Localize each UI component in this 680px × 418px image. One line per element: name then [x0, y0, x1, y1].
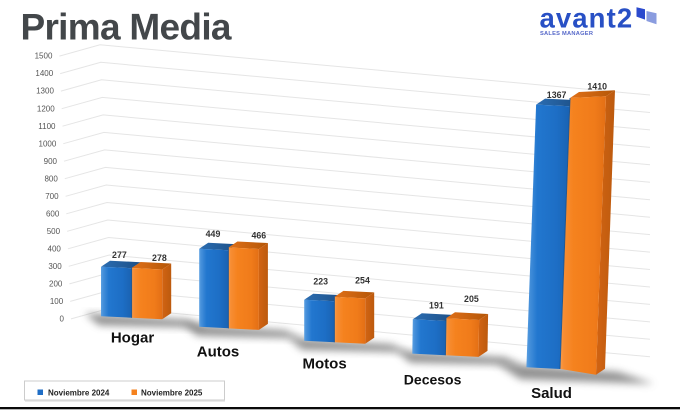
svg-text:1100: 1100: [38, 122, 56, 131]
svg-text:1410: 1410: [587, 81, 607, 91]
svg-text:1400: 1400: [35, 69, 53, 78]
svg-text:Prima Media: Prima Media: [21, 7, 232, 48]
svg-text:400: 400: [48, 244, 62, 253]
svg-text:Motos: Motos: [303, 355, 347, 372]
svg-text:900: 900: [44, 157, 58, 166]
svg-text:191: 191: [429, 301, 444, 311]
svg-text:1367: 1367: [547, 90, 567, 100]
svg-text:500: 500: [47, 227, 61, 236]
svg-text:Decesos: Decesos: [404, 372, 462, 388]
svg-text:278: 278: [152, 253, 167, 263]
svg-text:254: 254: [355, 275, 370, 285]
svg-text:466: 466: [251, 231, 266, 241]
svg-text:200: 200: [49, 280, 63, 289]
svg-text:1200: 1200: [37, 104, 55, 113]
svg-text:Noviembre 2025: Noviembre 2025: [141, 389, 203, 398]
svg-text:SALES MANAGER: SALES MANAGER: [540, 31, 593, 37]
svg-text:1500: 1500: [35, 52, 53, 61]
svg-text:0: 0: [60, 315, 65, 324]
svg-text:700: 700: [45, 192, 59, 201]
svg-text:205: 205: [464, 294, 479, 304]
svg-text:avant2: avant2: [540, 3, 634, 34]
svg-text:Salud: Salud: [531, 385, 572, 402]
svg-text:449: 449: [206, 229, 221, 239]
svg-text:300: 300: [48, 262, 62, 271]
svg-text:Hogar: Hogar: [111, 329, 155, 346]
svg-text:1000: 1000: [39, 139, 57, 148]
svg-text:100: 100: [50, 297, 64, 306]
svg-text:1300: 1300: [36, 87, 54, 96]
svg-text:Noviembre 2024: Noviembre 2024: [48, 389, 110, 398]
svg-text:800: 800: [44, 174, 58, 183]
svg-text:277: 277: [112, 250, 127, 260]
svg-text:600: 600: [46, 209, 60, 218]
svg-text:Autos: Autos: [197, 344, 240, 361]
svg-text:223: 223: [313, 277, 328, 287]
